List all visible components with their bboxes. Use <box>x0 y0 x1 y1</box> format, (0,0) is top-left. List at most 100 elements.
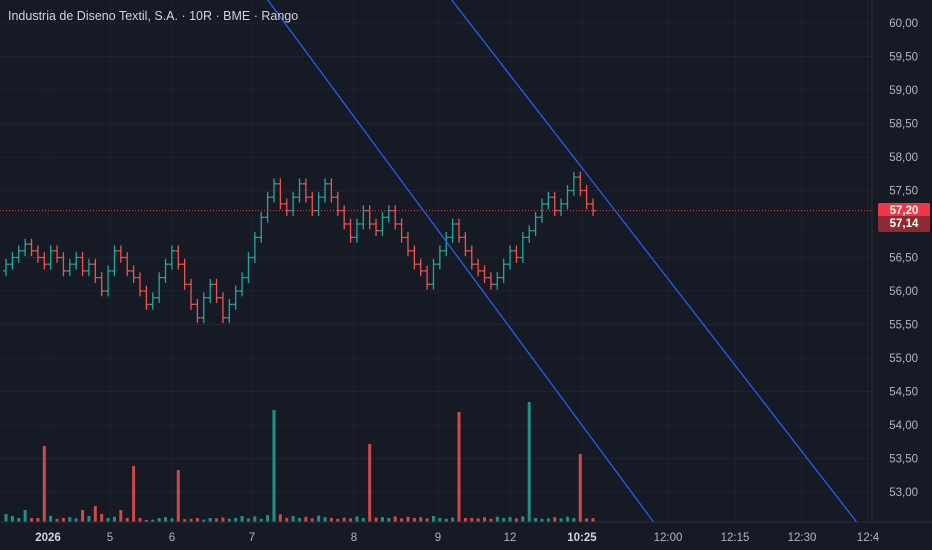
volume-bar <box>208 518 212 522</box>
price-tick-label: 57,50 <box>889 186 918 198</box>
volume-bar <box>470 518 474 522</box>
volume-bar <box>74 518 78 522</box>
price-tick-label: 59,50 <box>889 52 918 64</box>
trendlines[interactable] <box>260 0 860 526</box>
volume-bar <box>4 514 8 522</box>
volume-bar <box>157 518 161 522</box>
volume-bar <box>17 518 21 522</box>
price-bar <box>366 205 373 230</box>
price-bar <box>494 272 501 290</box>
price-bar <box>296 178 303 203</box>
volume-bar <box>546 518 550 522</box>
volume-bar <box>323 517 327 522</box>
price-bar <box>392 205 399 230</box>
volume-bar <box>298 518 301 522</box>
volume-bar <box>425 518 429 522</box>
volume-bar <box>215 518 219 522</box>
price-bar <box>270 178 277 203</box>
price-bar <box>462 232 469 257</box>
volume-bar <box>406 516 410 522</box>
volume-bar <box>30 518 34 522</box>
price-bar <box>54 245 61 263</box>
price-bar <box>411 245 418 270</box>
price-bar <box>322 178 329 203</box>
price-bar <box>590 198 596 216</box>
time-tick-label: 10:25 <box>567 532 597 544</box>
volume-bar <box>176 470 180 522</box>
price-bar <box>162 258 169 283</box>
price-bar <box>456 218 463 243</box>
price-bar <box>379 211 386 237</box>
price-bar <box>149 292 156 310</box>
volume-bar <box>23 510 27 522</box>
volume-bar <box>412 518 416 522</box>
volume-bar <box>310 518 314 522</box>
price-bar <box>251 232 258 263</box>
price-bar <box>79 252 86 277</box>
volume-bar <box>559 518 563 522</box>
price-bar <box>468 245 475 270</box>
time-tick-label: 7 <box>249 532 255 544</box>
volume-bar <box>195 518 199 522</box>
volume-bar <box>508 517 512 522</box>
time-tick-label: 8 <box>351 532 357 544</box>
volume-bar <box>387 518 391 522</box>
volume-bar <box>361 518 365 522</box>
volume-bar <box>81 510 85 522</box>
volume-bar <box>521 516 525 522</box>
price-axis-panel[interactable] <box>872 0 932 522</box>
time-tick-label: 12:30 <box>788 532 817 544</box>
price-axis[interactable]: 60,0059,5059,0058,5058,0057,5057,0056,50… <box>889 18 918 499</box>
time-axis[interactable]: 2026 5 6 7 8 9 12 10:25 12:00 12:15 12:30 12:4 <box>35 532 880 544</box>
price-bar <box>117 245 124 263</box>
volume-bar <box>100 514 104 522</box>
price-tick-label: 53,50 <box>889 454 918 466</box>
price-tick-label: 56,00 <box>889 286 918 298</box>
volume-bar <box>502 518 506 522</box>
volume-bar <box>278 514 282 522</box>
price-bar <box>98 272 105 297</box>
volume-bar <box>246 518 250 522</box>
price-bar <box>264 191 271 223</box>
trendline[interactable] <box>444 0 860 526</box>
price-bar <box>105 265 112 297</box>
trendline[interactable] <box>260 0 657 526</box>
volume-bar <box>61 518 65 522</box>
price-bar <box>41 252 48 270</box>
price-bar <box>9 252 16 270</box>
price-tick-label: 54,50 <box>889 387 918 399</box>
price-bar <box>443 232 450 257</box>
price-bar <box>34 245 41 263</box>
volume-bar <box>119 510 123 522</box>
price-tick-label: 54,00 <box>889 420 918 432</box>
prev-close-label: 57,14 <box>889 217 919 230</box>
volume-bar <box>68 517 72 522</box>
time-tick-label: 9 <box>435 532 441 544</box>
price-bar <box>226 299 233 324</box>
volume-bar <box>565 516 569 522</box>
price-bar <box>130 265 137 283</box>
price-bar <box>570 171 577 196</box>
time-axis-panel[interactable] <box>0 522 932 550</box>
price-bar <box>213 278 220 304</box>
price-bar <box>519 232 526 263</box>
price-bar <box>436 245 443 270</box>
volume-bar <box>400 518 404 522</box>
price-bar <box>188 278 195 310</box>
price-bar <box>328 178 335 203</box>
volume-bar <box>444 518 448 522</box>
price-bar <box>200 292 207 324</box>
price-bar <box>558 198 565 216</box>
time-tick-label: 5 <box>107 532 113 544</box>
volume-bar <box>355 516 359 522</box>
volume-bar <box>438 518 442 522</box>
price-bar <box>302 178 309 203</box>
price-tick-label: 58,00 <box>889 152 918 164</box>
volume-bar <box>419 517 423 522</box>
price-bar <box>258 211 265 243</box>
volume-bar <box>457 412 461 522</box>
price-bar <box>353 218 360 243</box>
volume-histogram <box>4 402 595 522</box>
